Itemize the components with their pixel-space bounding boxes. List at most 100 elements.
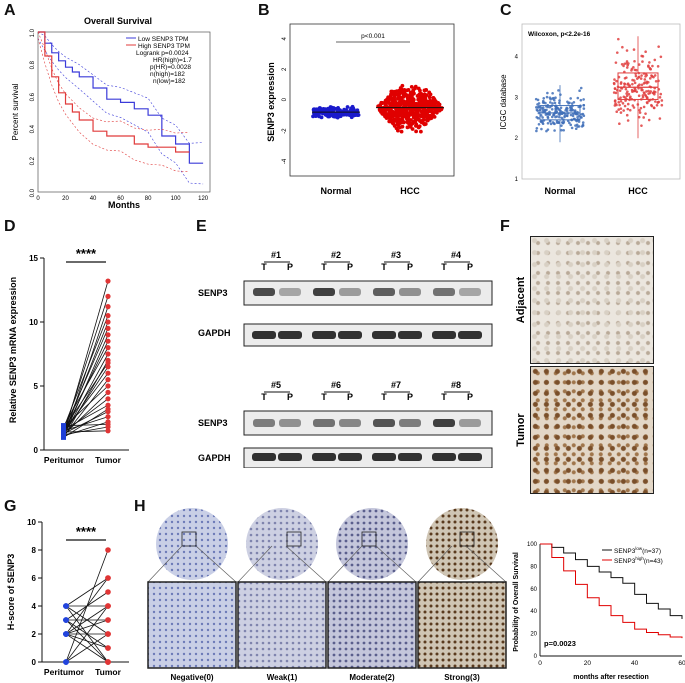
panel-d-cat-peritumor: Peritumor: [44, 455, 85, 465]
panel-c-point: [553, 122, 556, 126]
panel-b-ylabel: SENP3 expression: [266, 62, 276, 142]
panel-c-point: [612, 81, 616, 85]
panel-g-pair-line: [65, 619, 109, 663]
panel-h-legend-low: SENP3low(n=37): [614, 546, 661, 555]
panel-c-point: [621, 102, 625, 105]
panel-c-point: [639, 77, 643, 80]
panel-h-curve-high: [540, 543, 683, 639]
panel-d-tumor-point: [105, 370, 111, 376]
panel-e-lane-t: T: [441, 392, 447, 402]
panel-e-band-senp3: [433, 419, 455, 427]
panel-c-point: [646, 101, 649, 105]
panel-g-ylabel: H-score of SENP3: [6, 554, 16, 631]
panel-c-point: [644, 50, 647, 54]
panel-h-caption: Moderate(2): [349, 673, 395, 682]
panel-label-g: G: [4, 498, 17, 515]
panel-c-point: [541, 116, 544, 119]
panel-h-caption: Weak(1): [267, 673, 298, 682]
panel-c-point: [537, 105, 541, 108]
panel-d-tumor-point: [105, 332, 111, 338]
panel-e-sample-label: #4: [451, 250, 461, 260]
panel-b-dot-hcc: [418, 97, 423, 102]
panel-label-b: B: [258, 2, 270, 19]
panel-d-cat-tumor: Tumor: [95, 455, 122, 465]
panel-c-point: [560, 116, 564, 120]
panel-b-dot-hcc: [387, 119, 392, 124]
panel-c-point: [578, 89, 581, 93]
panel-c-point: [618, 89, 622, 92]
panel-e-lane-p: P: [467, 262, 473, 272]
panel-b-dot-hcc: [429, 100, 433, 105]
panel-e-band-senp3: [373, 419, 395, 427]
panel-c-point: [634, 74, 638, 78]
panel-h-xtick: 20: [584, 660, 592, 667]
panel-g-tumor-point: [105, 659, 111, 665]
panel-c-point: [614, 61, 618, 64]
panel-g-tumor-point: [105, 617, 111, 623]
panel-c-point: [640, 124, 643, 127]
panel-d-ytick: 5: [34, 382, 39, 391]
panel-c-point: [623, 82, 627, 86]
panel-c-point: [581, 124, 585, 127]
panel-h-tma-core: [336, 508, 408, 580]
panel-b-dot-hcc: [418, 88, 422, 93]
panel-c-point: [572, 100, 576, 104]
panel-label-c: C: [500, 2, 512, 19]
panel-c-point: [579, 98, 583, 102]
panel-c-point: [626, 83, 629, 86]
panel-b-dot-hcc: [417, 113, 422, 118]
panel-e-band-senp3: [253, 288, 275, 296]
panel-c-point: [613, 99, 617, 103]
panel-b-dot-normal: [353, 113, 358, 117]
panel-c-point: [562, 128, 565, 132]
panel-g-pair-line: [65, 605, 109, 635]
panel-a-xtick: 100: [171, 196, 182, 202]
panel-d-pair-line: [63, 426, 109, 436]
panel-c-point: [626, 102, 630, 106]
panel-c-point: [633, 81, 637, 85]
panel-h-zoom-box: [286, 531, 302, 547]
panel-c-box: [617, 72, 659, 100]
panel-c-point: [641, 60, 644, 63]
panel-b-dot-hcc: [405, 125, 410, 130]
panel-g-cat-peritumor: Peritumor: [44, 667, 85, 677]
panel-b-dot-hcc: [396, 128, 400, 133]
panel-e-lane-p: P: [347, 392, 353, 402]
panel-c-point: [617, 37, 620, 41]
panel-c-point: [558, 115, 561, 119]
panel-c-point: [569, 123, 573, 127]
panel-e-sample-label: #1: [271, 250, 281, 260]
panel-c-point: [563, 115, 566, 119]
panel-b-dot-hcc: [398, 120, 403, 125]
panel-b-dot-hcc: [426, 115, 430, 120]
panel-c-point: [573, 109, 577, 112]
panel-e-band-senp3: [313, 288, 335, 296]
panel-e-band-senp3: [399, 288, 421, 296]
panel-d-tumor-point: [105, 396, 111, 402]
panel-d-tumor-point: [105, 293, 111, 299]
panel-g-peritumor-point: [63, 603, 69, 609]
panel-c-point: [550, 107, 554, 111]
panel-b-dot-normal: [326, 106, 331, 111]
panel-h-zoom-tile: [417, 581, 507, 669]
panel-d-tumor-point: [105, 319, 111, 325]
panel-g-cat-tumor: Tumor: [95, 667, 122, 677]
panel-b-dot-normal: [345, 105, 350, 109]
panel-a-ci-down: [37, 38, 204, 185]
panel-e-blot-svg: #1 T P #2 T P #3 T P #4 T P #5 T P #6 T P #7 T P #8 T P SENP3 G…: [198, 250, 493, 469]
panel-b-dot-hcc: [388, 107, 393, 112]
panel-c-point: [540, 127, 543, 131]
panel-d-tumor-point: [105, 424, 111, 430]
panel-b-dot-hcc: [416, 125, 421, 130]
panel-c-point: [652, 106, 656, 110]
panel-e-band-gapdh: [252, 331, 276, 339]
panel-c-point: [626, 119, 630, 122]
panel-d-ylabel: Relative SENP3 mRNA expression: [8, 277, 18, 423]
panel-a-km-chart: Overall Survival Percent survival Months…: [11, 16, 211, 209]
panel-b-dot-hcc: [414, 129, 419, 134]
panel-c-point: [640, 74, 643, 77]
panel-e-row-senp3-top: SENP3: [198, 288, 228, 298]
panel-b-dot-hcc: [422, 108, 427, 113]
panel-e-band-senp3: [339, 419, 361, 427]
panel-d-ytick: 15: [29, 254, 38, 263]
